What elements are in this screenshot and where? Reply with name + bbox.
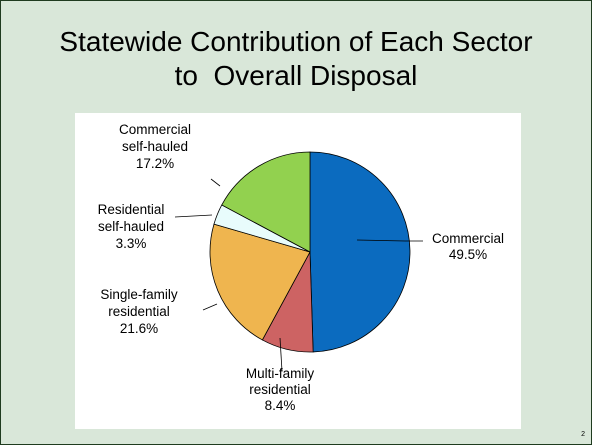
- data-label-multi-family-residential: Multi-family residential 8.4%: [246, 366, 315, 413]
- data-label-commercial-self-hauled: Commercial self-hauled 17.2%: [119, 122, 191, 171]
- leader-line-multi-family-residential: [279, 337, 283, 372]
- data-label-single-family-residential: Single-family residential 21.6%: [100, 287, 178, 336]
- pie-chart: Commercial 49.5% Multi-family residential 8.…: [98, 122, 504, 413]
- pie-slice-commercial-self-hauled: [221, 151, 311, 253]
- slide-title: Statewide Contribution of Each Sector to…: [31, 25, 561, 93]
- leader-line-residential-self-hauled: [174, 214, 213, 218]
- title-line-2: to Overall Disposal: [174, 60, 418, 91]
- pie-slice-single-family-residential: [209, 223, 311, 341]
- leader-line-commercial: [356, 239, 423, 242]
- leader-line-commercial-self-hauled: [210, 178, 221, 187]
- pie-slice-commercial: [309, 151, 411, 353]
- data-label-commercial: Commercial 49.5%: [432, 231, 504, 262]
- page-number: 2: [581, 431, 585, 438]
- title-line-1: Statewide Contribution of Each Sector: [59, 26, 533, 57]
- leader-line-single-family-residential: [202, 303, 218, 311]
- chart-area: Commercial 49.5% Multi-family residential 8.…: [75, 113, 521, 429]
- data-label-residential-self-hauled: Residential self-hauled 3.3%: [98, 202, 165, 251]
